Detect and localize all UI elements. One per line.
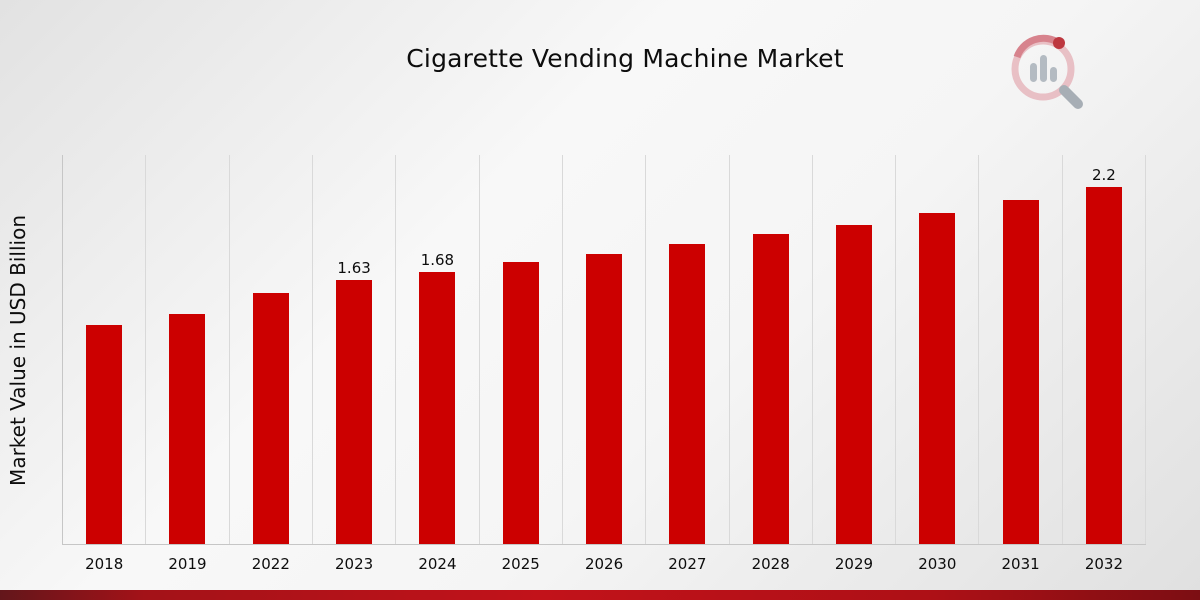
bar (1002, 200, 1039, 544)
bar (86, 325, 123, 544)
chart-column: 2022 (230, 155, 313, 573)
chart-column: 2.2 2032 (1063, 155, 1147, 573)
x-tick-label: 2028 (751, 555, 790, 573)
bar (252, 292, 289, 544)
x-tick-label: 2031 (1001, 555, 1040, 573)
chart-column: 1.68 2024 (396, 155, 480, 573)
bar (669, 244, 706, 544)
x-tick-label: 2027 (668, 555, 707, 573)
chart-column: 2031 (979, 155, 1063, 573)
x-tick-label: 2019 (168, 555, 207, 573)
chart-column: 2025 (480, 155, 563, 573)
magnifier-bar-chart-icon (1011, 34, 1083, 109)
chart-column: 1.63 2023 (313, 155, 397, 573)
footer-accent-bar (0, 590, 1200, 600)
brand-logo (1004, 30, 1088, 114)
x-tick-label: 2024 (418, 555, 457, 573)
x-tick-label: 2018 (85, 555, 124, 573)
bar-value-label: 1.63 (337, 258, 371, 277)
bar (752, 234, 789, 544)
x-tick-label: 2032 (1084, 555, 1123, 573)
bar (169, 313, 206, 544)
bar (336, 279, 373, 544)
chart-column: 2027 (646, 155, 730, 573)
x-tick-label: 2030 (918, 555, 957, 573)
bar-value-label: 1.68 (420, 250, 455, 269)
bar (502, 261, 539, 544)
plot-area: 2018 2019 2022 1.63 2023 1.68 2024 2025 2026 2027… (62, 155, 1147, 573)
x-tick-label: 2022 (251, 555, 290, 573)
chart-column: 2028 (730, 155, 813, 573)
chart-title: Cigarette Vending Machine Market (406, 44, 844, 73)
bar (1085, 187, 1122, 544)
chart-column: 2030 (896, 155, 980, 573)
y-axis-label: Market Value in USD Billion (6, 214, 30, 486)
bar-value-label: 2.2 (1091, 166, 1116, 185)
x-tick-label: 2023 (335, 555, 374, 573)
chart-column: 2026 (563, 155, 647, 573)
x-tick-label: 2025 (501, 555, 540, 573)
x-tick-label: 2029 (834, 555, 874, 573)
bar (835, 224, 872, 544)
chart-column: 2019 (146, 155, 230, 573)
chart-column: 2029 (813, 155, 897, 573)
chart-column: 2018 (63, 155, 147, 573)
x-tick-label: 2026 (584, 555, 624, 573)
bar (419, 271, 456, 544)
bar (919, 213, 956, 544)
bar (586, 253, 623, 544)
